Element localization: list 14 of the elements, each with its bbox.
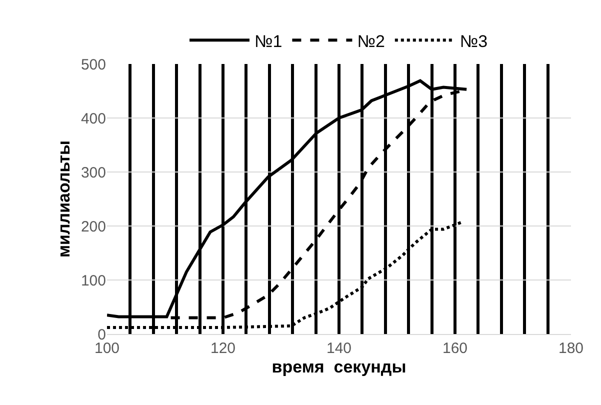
x-tick-label: 180	[558, 340, 584, 357]
y-tick-label: 300	[80, 164, 106, 182]
legend-label: №3	[460, 32, 488, 51]
y-tick-label: 500	[80, 56, 106, 74]
x-tick-label: 160	[442, 340, 468, 357]
x-tick-label: 120	[210, 340, 236, 357]
legend-label: №1	[254, 32, 282, 51]
y-tick-label: 100	[80, 272, 106, 290]
legend-label: №2	[357, 32, 385, 51]
y-tick-label: 400	[80, 110, 106, 128]
y-tick-label: 200	[80, 218, 106, 236]
x-axis-title: время секунды	[272, 357, 406, 376]
x-tick-label: 140	[326, 340, 352, 357]
y-axis-title: миллиаольты	[54, 140, 74, 258]
